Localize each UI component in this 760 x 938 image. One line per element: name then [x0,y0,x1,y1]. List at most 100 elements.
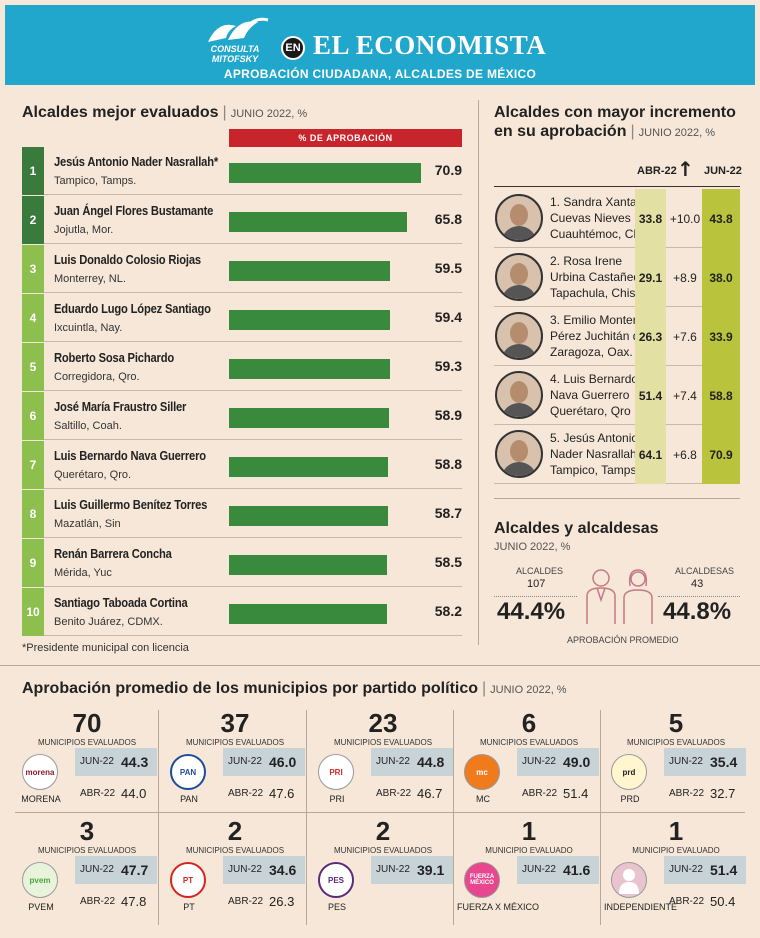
jun-box [664,856,746,884]
jun-box [223,856,305,884]
party-logo-text: PAN [179,767,197,777]
abr-label: ABR-22 [228,896,264,907]
jun-label: JUN-22 [80,756,114,767]
mayor-text: 2. Rosa Irene Urbina Castañeda Tapachula, … [550,253,647,301]
approval-value: 70.9 [434,162,462,178]
approval-legend: % DE APROBACIÓN [229,129,462,147]
pes-logo-icon: PES [318,862,354,898]
jun-value: 33.9 [702,307,740,366]
municipality-count: 23 [368,708,398,738]
mayor-text: 5. Jesús Antonio Nader Nasrallah Tampico, … [550,430,638,478]
footnote: *Presidente municipal con licencia [22,642,189,654]
ranking-row: 7 Luis Bernardo Nava Guerrero Querétaro, Q… [22,441,462,489]
approval-value: 59.4 [434,309,462,325]
prd-logo-icon: prd [611,754,647,790]
jun-box [371,856,453,884]
ranking-row: 3 Luis Donaldo Colosio Riojas Monterrey, N… [22,245,462,293]
party-logo-text: PT [182,875,194,885]
mayor-photo [495,253,543,301]
ranking-row: 4 Eduardo Lugo López Santiago Ixcuintla, N… [22,294,462,342]
increase-period: JUNIO 2022, % [638,127,716,139]
evaluated-label: MUNICIPIO EVALUADO [485,846,573,855]
abr-value: 33.8 [635,189,666,248]
approval-value: 59.5 [434,260,462,276]
abr-value: 29.1 [635,248,666,307]
rank-number: 1 [22,147,44,195]
jun-label: JUN-22 [522,864,556,875]
evaluated-label: MUNICIPIOS EVALUADOS [185,738,285,747]
increase-title-line1: Alcaldes con mayor incremento [494,104,736,121]
photo-face [510,381,528,403]
mayor-line: Zaragoza, Oax. [550,345,633,359]
party-cell: 2 MUNICIPIOS EVALUADOS PES PES JUN-22 39.1 [311,816,455,921]
mayor-line: Tapachula, Chis. [550,286,639,300]
municipality-count: 2 [375,816,391,846]
abr-label: ABR-22 [376,788,412,799]
party-cell: 1 MUNICIPIO EVALUADO FUERZA MÉXICO FUERZA X… [457,816,601,921]
abr-label: ABR-22 [228,788,264,799]
abr-value: 47.6 [269,786,295,801]
mayor-line: Tampico, Tamps [550,463,637,477]
jun-label: JUN-22 [376,864,410,875]
party-column-divider [306,710,307,925]
mayor-photo [495,371,543,419]
jun-label: JUN-22 [522,756,556,767]
mayor-line: Pérez Juchitán de [550,329,647,343]
mayor-place: Saltillo, Coah. [54,420,122,432]
municipality-count: 1 [668,816,684,846]
abr-label: ABR-22 [522,788,558,799]
party-logo-text: pvem [29,875,51,885]
abr-value: 44.0 [121,786,147,801]
party-logo-text: PES [327,875,344,885]
ranking-title: Alcaldes mejor evaluados | JUNIO 2022, % [22,104,308,121]
header: CONSULTA MITOFSKY EN EL ECONOMISTA APROB… [0,0,760,90]
jun-value: 44.8 [417,754,445,770]
ranking-period: JUNIO 2022, % [230,108,308,120]
jun-value: 49.0 [563,754,591,770]
men-dotted-rule [494,596,577,597]
jun-value: 44.3 [121,754,149,770]
approval-bar [229,310,390,330]
delta-value: +8.9 [673,270,697,285]
mayor-name: José María Fraustro Siller [54,399,187,414]
abr-value: 46.7 [417,786,443,801]
jun-label: JUN-22 [228,756,262,767]
pt-logo-icon: PT [170,862,206,898]
approval-bar [229,163,421,183]
mayor-name: Eduardo Lugo López Santiago [54,301,211,316]
mayor-line: Querétaro, Qro [550,404,631,418]
party-name: INDEPENDIENTE [604,902,678,912]
men-count: 107 [527,578,546,590]
jun-box [517,748,599,776]
ranking-title-text: Alcaldes mejor evaluados [22,104,219,121]
evaluated-label: MUNICIPIOS EVALUADOS [479,738,579,747]
photo-face [510,263,528,285]
abr-label: ABR-22 [80,788,116,799]
mayor-name: Luis Donaldo Colosio Riojas [54,252,201,267]
party-cell: 70 MUNICIPIOS EVALUADOS morena MORENA JUN-22… [15,708,159,813]
jun-box [517,856,599,884]
party-name: FUERZA X MÉXICO [457,902,540,912]
party-name: PT [183,902,195,912]
ranking-row: 6 José María Fraustro Siller Saltillo, Coa… [22,392,462,440]
mayor-line: Nader Nasrallah [550,447,637,461]
abr-value: 51.4 [635,366,666,425]
increase-row: 5. Jesús Antonio Nader Nasrallah Tampico, … [494,425,740,484]
mayor-place: Jojutla, Mor. [54,224,114,236]
party-logo-text: prd [622,767,636,777]
approval-value: 58.2 [434,603,462,619]
photo-body [501,344,537,358]
up-arrow-icon: ↑ [677,157,694,181]
mayor-place: Querétaro, Qro. [54,469,132,481]
mayor-line: 2. Rosa Irene [550,254,623,268]
mayor-place: Mazatlán, Sin [54,518,121,530]
photo-body [501,226,537,240]
ranking-row: 1 Jesús Antonio Nader Nasrallah* Tampico, … [22,147,462,195]
increase-row: 1. Sandra Xantall Cuevas Nieves Cuauhtémoc… [494,189,740,248]
mayor-line: 1. Sandra Xantall [550,195,643,209]
jun-value: 41.6 [563,862,591,878]
independiente-logo-icon [611,862,647,898]
rank-number: 8 [22,490,44,538]
mayor-line: Urbina Castañeda [550,270,647,284]
municipality-count: 70 [72,708,102,738]
